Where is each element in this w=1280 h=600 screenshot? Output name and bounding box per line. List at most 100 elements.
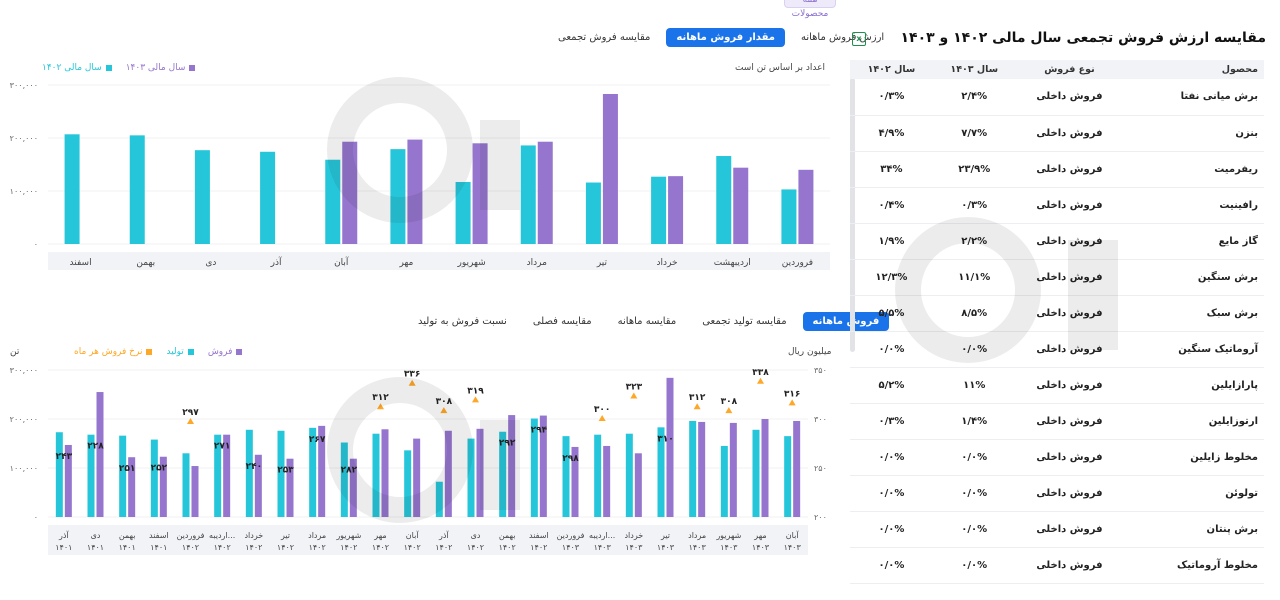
all-products-tag[interactable]: همه محصولات (784, 0, 836, 19)
sales-bar[interactable] (254, 454, 262, 517)
table-row[interactable]: مخلوط آروماتیک فروش داخلی ۰/۰% ۰/۰% (850, 547, 1264, 584)
production-bar[interactable] (55, 432, 63, 517)
sales-bar[interactable] (413, 438, 421, 517)
sales-bar[interactable] (761, 419, 769, 517)
tab-2[interactable]: مقایسه ماهانه (617, 316, 677, 327)
bar[interactable] (472, 143, 488, 244)
sales-bar[interactable] (476, 428, 484, 517)
sales-bar[interactable] (603, 445, 611, 517)
production-bar[interactable] (784, 436, 792, 517)
table-row[interactable]: پارازایلین فروش داخلی ۱۱% ۵/۲% (850, 367, 1264, 404)
bar[interactable] (390, 149, 406, 244)
legend-item-2[interactable]: نرخ فروش هر ماه (74, 347, 153, 357)
tab-2[interactable]: مقایسه فروش تجمعی (558, 32, 651, 43)
legend-item-0[interactable]: سال مالی ۱۴۰۳ (126, 63, 196, 73)
table-row[interactable]: برش پنتان فروش داخلی ۰/۰% ۰/۰% (850, 511, 1264, 548)
bar[interactable] (520, 145, 536, 244)
bar[interactable] (260, 151, 276, 244)
sales-bar[interactable] (381, 429, 389, 517)
production-bar[interactable] (562, 436, 570, 517)
col-header-year-1402[interactable]: سال ۱۴۰۲ (867, 64, 916, 75)
sales-bar[interactable] (223, 434, 231, 517)
sales-bar[interactable] (666, 377, 674, 517)
bar[interactable] (585, 182, 601, 244)
bar[interactable] (129, 135, 145, 244)
production-bar[interactable] (625, 433, 633, 517)
bar[interactable] (194, 150, 210, 244)
production-bar[interactable] (689, 420, 697, 517)
table-row[interactable]: تولوئن فروش داخلی ۰/۰% ۰/۰% (850, 475, 1264, 512)
table-row[interactable]: برش سبک فروش داخلی ۸/۵% ۵/۵% (850, 295, 1264, 332)
bar[interactable] (651, 176, 667, 244)
sales-bar[interactable] (444, 430, 452, 517)
sales-bar[interactable] (539, 415, 547, 517)
sales-bar[interactable] (634, 453, 642, 517)
sales-bar[interactable] (508, 415, 516, 517)
table-row[interactable]: بنزن فروش داخلی ۷/۷% ۴/۹% (850, 115, 1264, 152)
bar[interactable] (455, 181, 471, 244)
production-bar[interactable] (404, 450, 412, 517)
sales-bar[interactable] (793, 420, 801, 517)
bar[interactable] (342, 141, 358, 244)
table-row[interactable]: گاز مایع فروش داخلی ۲/۲% ۱/۹% (850, 223, 1264, 260)
table-row[interactable]: رافینیت فروش داخلی ۰/۳% ۰/۴% (850, 187, 1264, 224)
production-bar[interactable] (340, 442, 348, 517)
production-bar[interactable] (372, 433, 380, 517)
bar[interactable] (716, 156, 732, 244)
tab-4[interactable]: نسبت فروش به تولید (418, 316, 507, 327)
legend-item-1[interactable]: سال مالی ۱۴۰۲ (42, 63, 112, 73)
table-row[interactable]: برش میانی نفتا فروش داخلی ۲/۴% ۰/۳% (850, 79, 1264, 116)
sales-bar[interactable] (571, 446, 579, 517)
production-bar[interactable] (309, 427, 317, 517)
table-row[interactable]: آروماتیک سنگین فروش داخلی ۰/۰% ۰/۰% (850, 331, 1264, 368)
bar[interactable] (798, 169, 814, 244)
sales-bar[interactable] (96, 392, 104, 517)
tab-1[interactable]: مقایسه تولید تجمعی (702, 316, 787, 327)
production-bar[interactable] (752, 429, 760, 517)
sales-bar[interactable] (191, 466, 199, 517)
production-bar[interactable] (530, 418, 538, 517)
legend-item-1[interactable]: تولید (166, 347, 194, 357)
bar[interactable] (781, 189, 797, 244)
production-bar[interactable] (657, 427, 665, 517)
bar[interactable] (325, 159, 341, 244)
bar[interactable] (64, 134, 80, 244)
tab-1[interactable]: مقدار فروش ماهانه (666, 28, 785, 47)
sales-bar[interactable] (729, 422, 737, 517)
production-bar[interactable] (499, 431, 507, 517)
production-bar[interactable] (720, 445, 728, 517)
bar[interactable] (602, 94, 618, 244)
table-row[interactable]: ارتوزایلین فروش داخلی ۱/۴% ۰/۳% (850, 403, 1264, 440)
sales-bar[interactable] (64, 444, 72, 517)
production-bar[interactable] (87, 434, 95, 517)
table-row[interactable]: ریفرمیت فروش داخلی ۲۳/۹% ۳۴% (850, 151, 1264, 188)
production-bar[interactable] (467, 438, 475, 517)
sales-bar[interactable] (286, 458, 294, 517)
production-bar[interactable] (594, 434, 602, 517)
production-bar[interactable] (119, 435, 127, 517)
bar[interactable] (407, 139, 423, 244)
bar[interactable] (668, 176, 684, 244)
bar[interactable] (537, 141, 553, 244)
tab-3[interactable]: مقایسه فصلی (532, 316, 592, 327)
sales-bar[interactable] (318, 425, 326, 517)
sales-bar[interactable] (159, 456, 167, 517)
sales-bar[interactable] (349, 458, 357, 517)
production-bar[interactable] (150, 439, 158, 517)
tab-0[interactable]: ارزش فروش ماهانه (800, 32, 885, 43)
sales-bar[interactable] (698, 421, 706, 517)
production-bar[interactable] (182, 453, 190, 517)
sales-bar[interactable] (128, 457, 136, 517)
col-header-year-1403[interactable]: سال ۱۴۰۳ (950, 64, 999, 75)
production-bar[interactable] (277, 430, 285, 517)
col-header-sale-type[interactable]: نوع فروش (1044, 64, 1095, 75)
production-bar[interactable] (435, 481, 443, 517)
production-bar[interactable] (214, 434, 222, 517)
excel-export-icon[interactable]: x (852, 32, 866, 46)
legend-item-0[interactable]: فروش (208, 347, 243, 357)
col-header-product[interactable]: محصول (1221, 64, 1258, 75)
table-row[interactable]: مخلوط زایلین فروش داخلی ۰/۰% ۰/۰% (850, 439, 1264, 476)
table-row[interactable]: برش سنگین فروش داخلی ۱۱/۱% ۱۲/۳% (850, 259, 1264, 296)
production-bar[interactable] (245, 429, 253, 517)
bar[interactable] (733, 167, 749, 244)
